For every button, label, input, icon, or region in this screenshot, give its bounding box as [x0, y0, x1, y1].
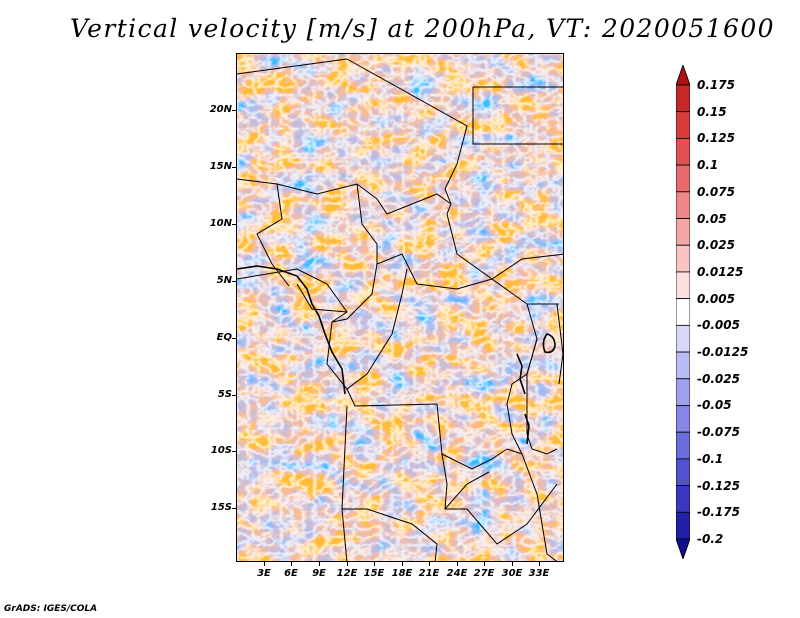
colorbar-label: 0.15 — [697, 104, 727, 119]
colorbar-segment — [676, 218, 690, 246]
lat-tick — [232, 167, 236, 168]
lat-label: 20N — [209, 104, 232, 115]
coastlines-and-lakes — [237, 265, 556, 445]
lon-tick — [374, 562, 375, 566]
lat-label: 15S — [210, 502, 232, 513]
colorbar-label: -0.075 — [697, 425, 740, 440]
lon-tick — [264, 562, 265, 566]
lat-tick — [232, 395, 236, 396]
lon-label: 12E — [336, 568, 358, 579]
colorbar-label: -0.175 — [697, 505, 740, 520]
colorbar-segment — [676, 191, 690, 219]
lon-label: 33E — [528, 568, 550, 579]
lat-tick — [232, 508, 236, 509]
colorbar-label: 0.005 — [697, 291, 735, 306]
colorbar-segment — [676, 485, 690, 513]
field-lighten — [237, 54, 563, 561]
colorbar-segment — [676, 164, 690, 193]
colorbar-segment — [676, 298, 690, 326]
velocity-field — [237, 54, 563, 561]
lat-tick — [232, 338, 236, 339]
lon-label: 27E — [473, 568, 495, 579]
velocity-contour-gaps — [237, 54, 563, 561]
colorbar-label: 0.025 — [697, 238, 735, 253]
colorbar-segment — [676, 351, 690, 380]
lon-label: 21E — [418, 568, 440, 579]
colorbar-segment — [676, 138, 690, 166]
colorbar-label: -0.025 — [697, 371, 740, 386]
colorbar-segment — [676, 271, 690, 300]
colorbar-label: -0.1 — [697, 451, 724, 466]
colorbar-segment — [676, 458, 690, 486]
colorbar-label: -0.05 — [697, 398, 732, 413]
lon-label: 18E — [391, 568, 413, 579]
colorbar-label: -0.0125 — [697, 345, 749, 360]
colorbar-segment — [676, 538, 690, 559]
lat-label: 5N — [216, 275, 232, 286]
colorbar-label: 0.175 — [697, 78, 735, 92]
colorbar-segment — [676, 84, 690, 113]
vertical-velocity-map — [236, 53, 564, 562]
grads-credit: GrADS: IGES/COLA — [4, 604, 98, 614]
lon-tick — [291, 562, 292, 566]
colorbar-label: -0.005 — [697, 318, 740, 333]
lon-label: 6E — [284, 568, 298, 579]
map-title: Vertical velocity [m/s] at 200hPa, VT: 2… — [70, 14, 775, 43]
lat-tick — [232, 281, 236, 282]
colorbar-segment — [676, 511, 690, 540]
lat-label: 15N — [209, 161, 232, 172]
colorbar-segment — [676, 65, 690, 86]
lon-label: 24E — [446, 568, 468, 579]
lon-tick — [512, 562, 513, 566]
colorbar-label: 0.125 — [697, 131, 735, 146]
lat-tick — [232, 451, 236, 452]
colorbar-label: -0.125 — [697, 478, 740, 493]
lon-tick — [539, 562, 540, 566]
colorbar-label: 0.05 — [697, 211, 727, 226]
lat-label: 10S — [210, 445, 232, 456]
lon-label: 9E — [312, 568, 326, 579]
colorbar-label: 0.075 — [697, 184, 735, 199]
country-borders — [237, 58, 563, 561]
colorbar-segment — [676, 111, 690, 139]
lat-label: 5S — [217, 389, 232, 400]
lat-label: 10N — [209, 218, 232, 229]
lon-label: 15E — [363, 568, 385, 579]
lon-label: 3E — [257, 568, 271, 579]
lon-tick — [429, 562, 430, 566]
colorbar-segment — [676, 405, 690, 433]
colorbar-segment — [676, 324, 690, 353]
colorbar-label: -0.2 — [697, 532, 724, 546]
lat-label: EQ — [216, 332, 232, 343]
colorbar-label: 0.1 — [697, 158, 719, 173]
colorbar-label: 0.0125 — [697, 264, 744, 279]
lat-tick — [232, 110, 236, 111]
lat-tick — [232, 224, 236, 225]
lon-tick — [484, 562, 485, 566]
lon-tick — [347, 562, 348, 566]
lon-label: 30E — [501, 568, 523, 579]
colorbar-segment — [676, 244, 690, 273]
colorbar-segment — [676, 431, 690, 460]
lon-tick — [402, 562, 403, 566]
colorbar-segment — [676, 378, 690, 406]
lon-tick — [319, 562, 320, 566]
lon-tick — [457, 562, 458, 566]
colorbar — [676, 65, 690, 559]
